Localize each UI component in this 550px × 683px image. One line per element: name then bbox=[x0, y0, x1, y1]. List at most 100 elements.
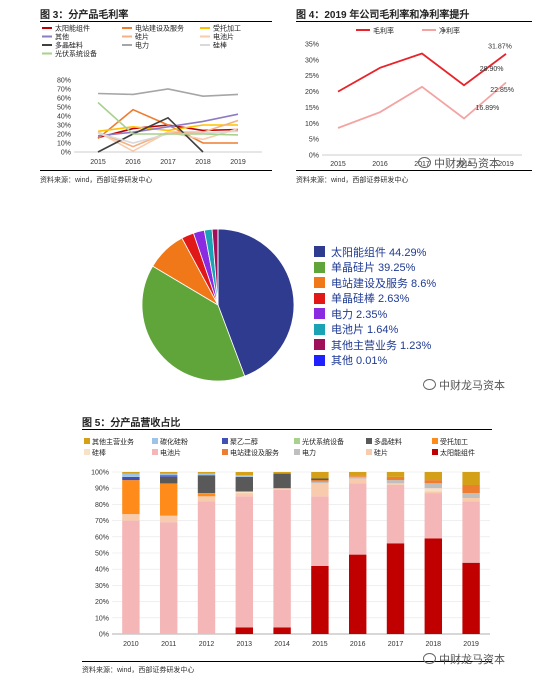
bar-segment bbox=[235, 475, 253, 477]
bar-segment bbox=[386, 480, 405, 484]
bar-segment bbox=[273, 472, 291, 474]
bar-segment bbox=[462, 497, 480, 502]
bar-segment bbox=[386, 483, 405, 485]
y-tick-label: 40% bbox=[95, 567, 109, 574]
y-tick-label: 70% bbox=[57, 87, 71, 94]
legend-label: 多晶硅料 bbox=[374, 437, 402, 446]
legend-label: 太阳能组件 bbox=[440, 448, 475, 457]
y-tick-label: 35% bbox=[305, 42, 319, 49]
x-tick-label: 2011 bbox=[161, 641, 176, 648]
bar-segment bbox=[160, 515, 178, 523]
pie-legend-item: 其他主营业务 1.23% bbox=[314, 337, 436, 353]
legend-label: 电池片 bbox=[160, 448, 181, 457]
bar-segment bbox=[160, 473, 178, 476]
bar-segment bbox=[349, 472, 367, 476]
x-tick-label: 2015 bbox=[330, 161, 346, 167]
bar-segment bbox=[349, 554, 367, 634]
bar-segment bbox=[311, 478, 329, 481]
bar-segment bbox=[349, 476, 367, 479]
pie-legend-label: 电池片 1.64% bbox=[331, 324, 399, 337]
fig5-bottom-rule bbox=[82, 661, 492, 662]
wechat-icon bbox=[423, 653, 436, 664]
pie-legend-item: 电池片 1.64% bbox=[314, 322, 436, 338]
bar-segment bbox=[462, 485, 480, 494]
x-tick-label: 2016 bbox=[372, 161, 388, 167]
fig4-bottom-rule bbox=[296, 170, 532, 171]
bar-segment bbox=[197, 493, 216, 497]
y-tick-label: 60% bbox=[57, 96, 71, 103]
bar-segment bbox=[122, 520, 140, 634]
legend-label: 碳化硅粉 bbox=[160, 437, 188, 446]
y-tick-label: 0% bbox=[61, 150, 71, 157]
bar-segment bbox=[273, 488, 291, 490]
fig5-source: 资料来源：wind，西部证券研发中心 bbox=[82, 667, 195, 674]
bar-segment bbox=[235, 472, 253, 476]
pie-legend-swatch bbox=[314, 354, 325, 366]
legend-swatch bbox=[432, 438, 438, 444]
watermark-fig4: 中财龙马资本 bbox=[418, 155, 500, 171]
fig3-title-rule bbox=[40, 21, 272, 22]
bar-segment bbox=[311, 481, 329, 484]
pie-slice-0 bbox=[217, 228, 295, 377]
bar-segment bbox=[122, 472, 140, 474]
y-tick-label: 30% bbox=[305, 57, 319, 64]
bar-segment bbox=[197, 473, 216, 476]
pie-legend-label: 单晶硅片 39.25% bbox=[331, 262, 416, 275]
legend-label: 硅片 bbox=[374, 448, 388, 457]
legend-label-8: 硅棒 bbox=[213, 41, 227, 50]
x-tick-label: 2018 bbox=[195, 159, 211, 166]
pie-legend-label: 电站建设及服务 8.6% bbox=[331, 277, 437, 290]
bar-segment bbox=[424, 483, 442, 489]
bar-segment bbox=[424, 493, 442, 539]
bar-segment bbox=[122, 514, 140, 521]
y-tick-label: 30% bbox=[95, 583, 109, 590]
bar-segment bbox=[462, 493, 480, 498]
bar-segment bbox=[462, 501, 480, 563]
legend-swatch bbox=[152, 449, 158, 455]
watermark-text: 中财龙马资本 bbox=[434, 158, 500, 170]
legend-label-9: 光伏系统设备 bbox=[55, 49, 97, 58]
bar-segment bbox=[424, 488, 442, 492]
pie-legend-label: 其他主营业务 1.23% bbox=[331, 339, 432, 352]
y-tick-label: 80% bbox=[95, 502, 109, 509]
legend-label-1: 电站建设及服务 bbox=[135, 24, 184, 33]
pie-legend-swatch bbox=[314, 246, 325, 258]
pie-slice-1 bbox=[141, 265, 246, 382]
bar-segment bbox=[235, 496, 253, 628]
pie-legend-label: 其他 0.01% bbox=[331, 355, 388, 368]
pie-legend-swatch bbox=[314, 339, 325, 351]
bar-segment bbox=[386, 485, 405, 544]
series-line-1 bbox=[337, 81, 507, 129]
series-line-2 bbox=[97, 124, 238, 133]
bar-segment bbox=[160, 472, 178, 474]
legend-swatch bbox=[432, 449, 438, 455]
legend-label-1: 净利率 bbox=[439, 26, 460, 35]
bar-segment bbox=[273, 627, 291, 634]
x-tick-label: 2013 bbox=[237, 641, 253, 648]
y-tick-label: 20% bbox=[95, 599, 109, 606]
pie-legend-swatch bbox=[314, 277, 325, 289]
legend-swatch bbox=[294, 438, 300, 444]
bar-segment bbox=[349, 483, 367, 555]
fig4-title: 图 4：2019 年公司毛利率和净利率提升 bbox=[296, 10, 470, 21]
bar-segment bbox=[311, 480, 329, 482]
legend-swatch bbox=[366, 449, 372, 455]
data-label-1: 31.87% bbox=[488, 43, 512, 50]
fig5-title-rule bbox=[82, 429, 492, 430]
x-tick-label: 2015 bbox=[312, 641, 328, 648]
bar-segment bbox=[349, 475, 367, 477]
bar-segment bbox=[311, 483, 329, 497]
pie-legend-item: 电力 2.35% bbox=[314, 306, 436, 322]
x-tick-label: 2012 bbox=[199, 641, 215, 648]
bar-segment bbox=[235, 493, 253, 497]
series-line-0 bbox=[337, 52, 507, 93]
legend-label: 电站建设及服务 bbox=[230, 448, 279, 457]
legend-swatch bbox=[84, 438, 90, 444]
legend-label: 聚乙二醇 bbox=[230, 437, 258, 446]
watermark-fig5: 中财龙马资本 bbox=[423, 651, 505, 667]
y-tick-label: 10% bbox=[57, 141, 71, 148]
bar-segment bbox=[235, 491, 253, 493]
bar-segment bbox=[424, 491, 442, 493]
